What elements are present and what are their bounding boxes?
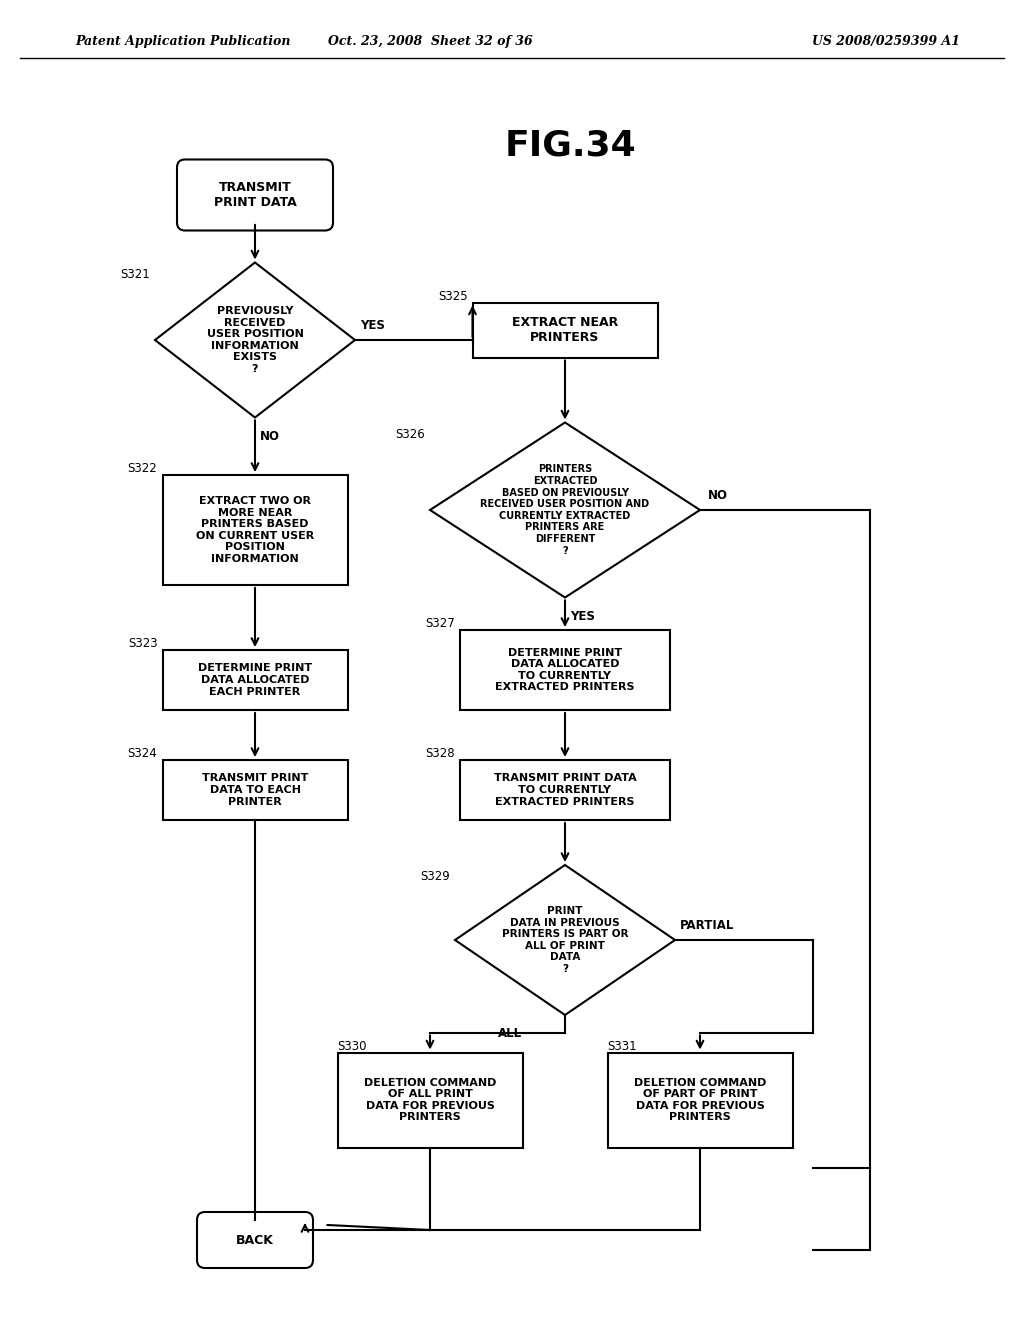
Text: ALL: ALL — [498, 1027, 522, 1040]
FancyBboxPatch shape — [197, 1212, 313, 1269]
Polygon shape — [155, 263, 355, 417]
Bar — [163, 760, 347, 820]
Text: S321: S321 — [120, 268, 150, 281]
Bar — [460, 760, 670, 820]
Text: S327: S327 — [425, 616, 455, 630]
Text: FIG.34: FIG.34 — [504, 128, 636, 162]
Text: YES: YES — [570, 610, 595, 623]
Text: Patent Application Publication: Patent Application Publication — [75, 36, 291, 49]
Bar — [163, 475, 347, 585]
Text: US 2008/0259399 A1: US 2008/0259399 A1 — [812, 36, 961, 49]
Text: TRANSMIT
PRINT DATA: TRANSMIT PRINT DATA — [214, 181, 296, 209]
Text: S323: S323 — [128, 638, 158, 649]
Text: DETERMINE PRINT
DATA ALLOCATED
EACH PRINTER: DETERMINE PRINT DATA ALLOCATED EACH PRIN… — [198, 664, 312, 697]
Text: EXTRACT NEAR
PRINTERS: EXTRACT NEAR PRINTERS — [512, 315, 618, 345]
Text: DELETION COMMAND
OF PART OF PRINT
DATA FOR PREVIOUS
PRINTERS: DELETION COMMAND OF PART OF PRINT DATA F… — [634, 1077, 766, 1122]
Text: S326: S326 — [395, 428, 425, 441]
Text: TRANSMIT PRINT DATA
TO CURRENTLY
EXTRACTED PRINTERS: TRANSMIT PRINT DATA TO CURRENTLY EXTRACT… — [494, 774, 636, 807]
Text: S329: S329 — [420, 870, 450, 883]
Text: PRINTERS
EXTRACTED
BASED ON PREVIOUSLY
RECEIVED USER POSITION AND
CURRENTLY EXTR: PRINTERS EXTRACTED BASED ON PREVIOUSLY R… — [480, 465, 649, 556]
Text: NO: NO — [708, 488, 728, 502]
Bar — [163, 649, 347, 710]
Text: DETERMINE PRINT
DATA ALLOCATED
TO CURRENTLY
EXTRACTED PRINTERS: DETERMINE PRINT DATA ALLOCATED TO CURREN… — [496, 648, 635, 693]
Text: NO: NO — [260, 429, 280, 442]
Text: PARTIAL: PARTIAL — [680, 919, 734, 932]
Text: TRANSMIT PRINT
DATA TO EACH
PRINTER: TRANSMIT PRINT DATA TO EACH PRINTER — [202, 774, 308, 807]
Text: S324: S324 — [128, 747, 158, 760]
Text: PREVIOUSLY
RECEIVED
USER POSITION
INFORMATION
EXISTS
?: PREVIOUSLY RECEIVED USER POSITION INFORM… — [207, 306, 303, 374]
FancyBboxPatch shape — [177, 160, 333, 231]
Bar — [338, 1052, 522, 1147]
Bar — [460, 630, 670, 710]
Text: S325: S325 — [438, 289, 468, 302]
Text: BACK: BACK — [237, 1233, 274, 1246]
Text: S328: S328 — [425, 747, 455, 760]
Bar — [472, 302, 657, 358]
Text: EXTRACT TWO OR
MORE NEAR
PRINTERS BASED
ON CURRENT USER
POSITION
INFORMATION: EXTRACT TWO OR MORE NEAR PRINTERS BASED … — [196, 496, 314, 564]
Text: DELETION COMMAND
OF ALL PRINT
DATA FOR PREVIOUS
PRINTERS: DELETION COMMAND OF ALL PRINT DATA FOR P… — [364, 1077, 497, 1122]
Polygon shape — [430, 422, 700, 598]
Bar — [607, 1052, 793, 1147]
Text: PRINT
DATA IN PREVIOUS
PRINTERS IS PART OR
ALL OF PRINT
DATA
?: PRINT DATA IN PREVIOUS PRINTERS IS PART … — [502, 906, 629, 974]
Text: S331: S331 — [607, 1040, 637, 1052]
Text: Oct. 23, 2008  Sheet 32 of 36: Oct. 23, 2008 Sheet 32 of 36 — [328, 36, 532, 49]
Text: YES: YES — [360, 319, 385, 333]
Polygon shape — [455, 865, 675, 1015]
Text: S322: S322 — [128, 462, 158, 475]
Text: S330: S330 — [338, 1040, 367, 1052]
